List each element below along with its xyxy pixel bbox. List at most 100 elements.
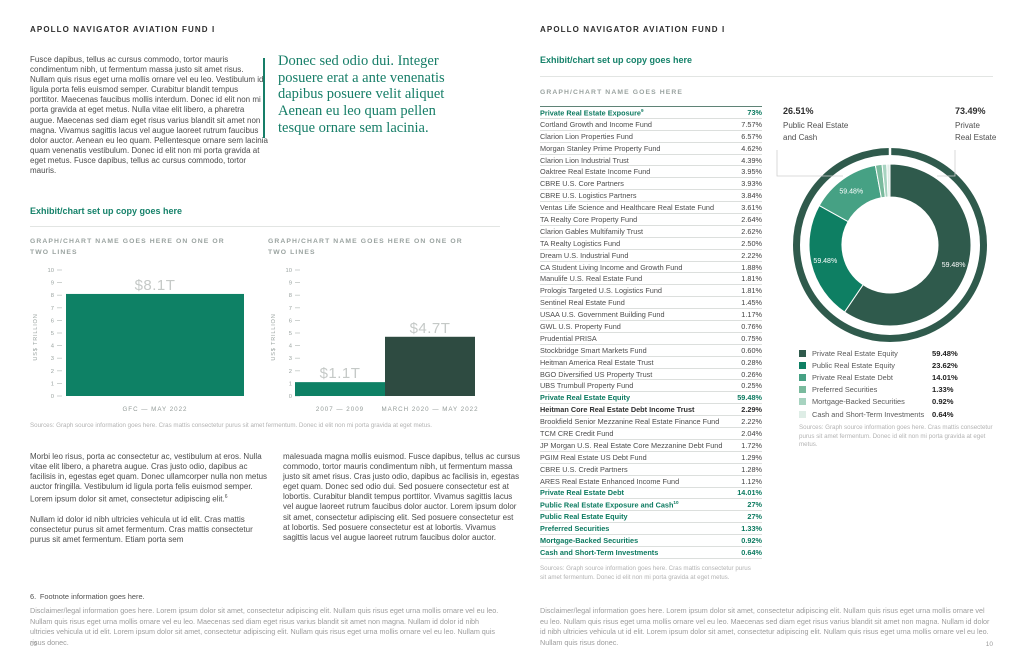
bar-value-label: $8.1T: [135, 277, 176, 294]
fund-value: 0.64%: [741, 547, 762, 557]
fund-name: CBRE U.S. Core Partners: [540, 179, 624, 189]
fund-value: 3.61%: [741, 203, 762, 213]
bar-chart-comparison: 0 1 2 3 4 5 6 7 8 9 10 US$ TRILLION $1.1T 2007 — 2009…: [271, 268, 478, 413]
table-row: Clarion Lion Properties Fund 6.57%: [540, 131, 762, 143]
table-row: BGO Diversified US Property Trust 0.26%: [540, 369, 762, 381]
y-axis-tick-label: 4: [51, 344, 55, 350]
fund-name: GWL U.S. Property Fund: [540, 321, 621, 331]
fund-value: 1.17%: [741, 310, 762, 320]
fund-value: 27%: [747, 512, 762, 522]
y-axis-tick-label: 5: [289, 331, 292, 337]
fund-value: 1.88%: [741, 262, 762, 272]
callout-percent: 26.51%: [783, 106, 814, 116]
fund-allocation-table: Private Real Estate Exposure9 73% Cortland…: [540, 106, 762, 559]
fund-name: Public Real Estate Exposure and Cash10: [540, 500, 679, 510]
table-row: CA Student Living Income and Growth Fund…: [540, 262, 762, 274]
callout-label: and Cash: [783, 132, 818, 142]
fund-value: 59.48%: [737, 393, 762, 403]
callout-line-left: [776, 150, 843, 177]
donut-callout-public: 26.51% Public Real Estate and Cash: [783, 106, 903, 143]
fund-name: Sentinel Real Estate Fund: [540, 298, 625, 308]
fund-value: 2.62%: [741, 226, 762, 236]
fund-name: Dream U.S. Industrial Fund: [540, 250, 629, 260]
fund-name: Oaktree Real Estate Income Fund: [540, 167, 651, 177]
fund-value: 2.04%: [741, 428, 762, 438]
table-row: Dream U.S. Industrial Fund 2.22%: [540, 250, 762, 262]
donut-segment: [886, 163, 891, 198]
fund-value: 1.81%: [741, 286, 762, 296]
table-row: TA Realty Logistics Fund 2.50%: [540, 238, 762, 250]
fund-value: 0.26%: [741, 369, 762, 379]
legend-label: Private Real Estate Debt: [812, 372, 893, 382]
callout-line-right: [937, 150, 956, 177]
y-axis-tick-label: 1: [289, 381, 292, 387]
legend-item: Preferred Securities 1.33%: [799, 384, 1009, 396]
fund-value: 1.72%: [741, 440, 762, 450]
callout-label: Public Real Estate: [783, 121, 849, 130]
legend-swatch: [799, 398, 806, 406]
fund-name: UBS Trumbull Property Fund: [540, 381, 634, 391]
page-number-right: 10: [985, 641, 993, 648]
legend-label: Cash and Short-Term Investments: [812, 409, 925, 419]
x-axis-category-label: 2007 — 2009: [316, 406, 364, 413]
table-row: CBRE U.S. Core Partners 3.93%: [540, 178, 762, 191]
y-axis-tick-label: 10: [286, 268, 292, 274]
fund-name: CA Student Living Income and Growth Fund: [540, 262, 683, 272]
bar-value-label: $4.7T: [410, 320, 451, 337]
table-row: Prudential PRISA 0.75%: [540, 333, 762, 345]
segment-label: 59.48%: [942, 262, 966, 269]
legend-item: Cash and Short-Term Investments 0.64%: [799, 408, 1009, 420]
fund-name: Mortgage-Backed Securities: [540, 536, 639, 545]
fund-value: 0.92%: [741, 536, 762, 545]
legend-item: Mortgage-Backed Securities 0.92%: [799, 396, 1009, 408]
fund-value: 7.57%: [741, 119, 762, 129]
table-row: Morgan Stanley Prime Property Fund 4.62%: [540, 143, 762, 155]
fund-name: USAA U.S. Government Building Fund: [540, 310, 665, 320]
exhibit-heading-left: Exhibit/chart set up copy goes here: [30, 206, 183, 216]
legend-value: 14.01%: [932, 372, 958, 382]
bar-chart-single: 0 1 2 3 4 5 6 7 8 9 10 US$ TRILLION $8.1T GFC — MAY 2…: [33, 268, 244, 413]
fund-value: 3.95%: [741, 167, 762, 177]
y-axis-tick-label: 8: [289, 293, 292, 299]
table-row: TA Realty Core Property Fund 2.64%: [540, 214, 762, 226]
fund-name: Prudential PRISA: [540, 333, 597, 343]
body-column-1: Morbi leo risus, porta ac consectetur ac…: [30, 452, 268, 555]
y-axis-tick-label: 7: [51, 306, 54, 312]
legend-label: Public Real Estate Equity: [812, 360, 895, 370]
footnote-reference: 9: [641, 107, 644, 113]
table-row: Public Real Estate Exposure and Cash10 27…: [540, 499, 762, 512]
legend-value: 0.92%: [932, 397, 954, 407]
table-row: Private Real Estate Equity 59.48%: [540, 392, 762, 405]
fund-value: 4.39%: [741, 155, 762, 165]
fund-name: CBRE U.S. Credit Partners: [540, 464, 628, 474]
fund-name: Public Real Estate Equity: [540, 512, 628, 522]
legend-item: Public Real Estate Equity 23.62%: [799, 359, 1009, 371]
fund-name: Cortland Growth and Income Fund: [540, 119, 652, 129]
fund-name: Brookfield Senior Mezzanine Real Estate …: [540, 417, 720, 427]
table-row: CBRE U.S. Credit Partners 1.28%: [540, 464, 762, 476]
disclaimer-left: Disclaimer/legal information goes here. …: [30, 606, 499, 648]
y-axis-tick-label: 6: [289, 318, 292, 324]
table-row: Stockbridge Smart Markets Fund 0.60%: [540, 345, 762, 357]
table-row: JP Morgan U.S. Real Estate Core Mezzanin…: [540, 440, 762, 452]
legend-swatch: [799, 349, 806, 357]
y-axis-tick-label: 7: [289, 306, 292, 312]
y-axis-tick-label: 10: [48, 268, 54, 274]
fund-name: Heitman Core Real Estate Debt Income Tru…: [540, 405, 695, 415]
y-axis-tick-label: 8: [51, 293, 54, 299]
fund-value: 1.81%: [741, 274, 762, 284]
legend-value: 0.64%: [932, 409, 954, 419]
fund-name: Stockbridge Smart Markets Fund: [540, 345, 647, 355]
legend-swatch: [799, 386, 806, 394]
fund-name: Heitman America Real Estate Trust: [540, 357, 654, 367]
divider-rule-left: [30, 226, 500, 227]
quote-rule: [263, 58, 265, 138]
fund-value: 6.57%: [741, 131, 762, 141]
y-axis-tick-label: 0: [289, 394, 292, 400]
fund-name: PGIM Real Estate US Debt Fund: [540, 452, 647, 462]
fund-name: Prologis Targeted U.S. Logistics Fund: [540, 286, 662, 296]
fund-name: TCM CRE Credit Fund: [540, 428, 614, 438]
fund-value: 1.33%: [741, 524, 762, 534]
fund-value: 2.29%: [741, 405, 762, 415]
fund-title-left: APOLLO NAVIGATOR AVIATION FUND I: [30, 25, 216, 34]
